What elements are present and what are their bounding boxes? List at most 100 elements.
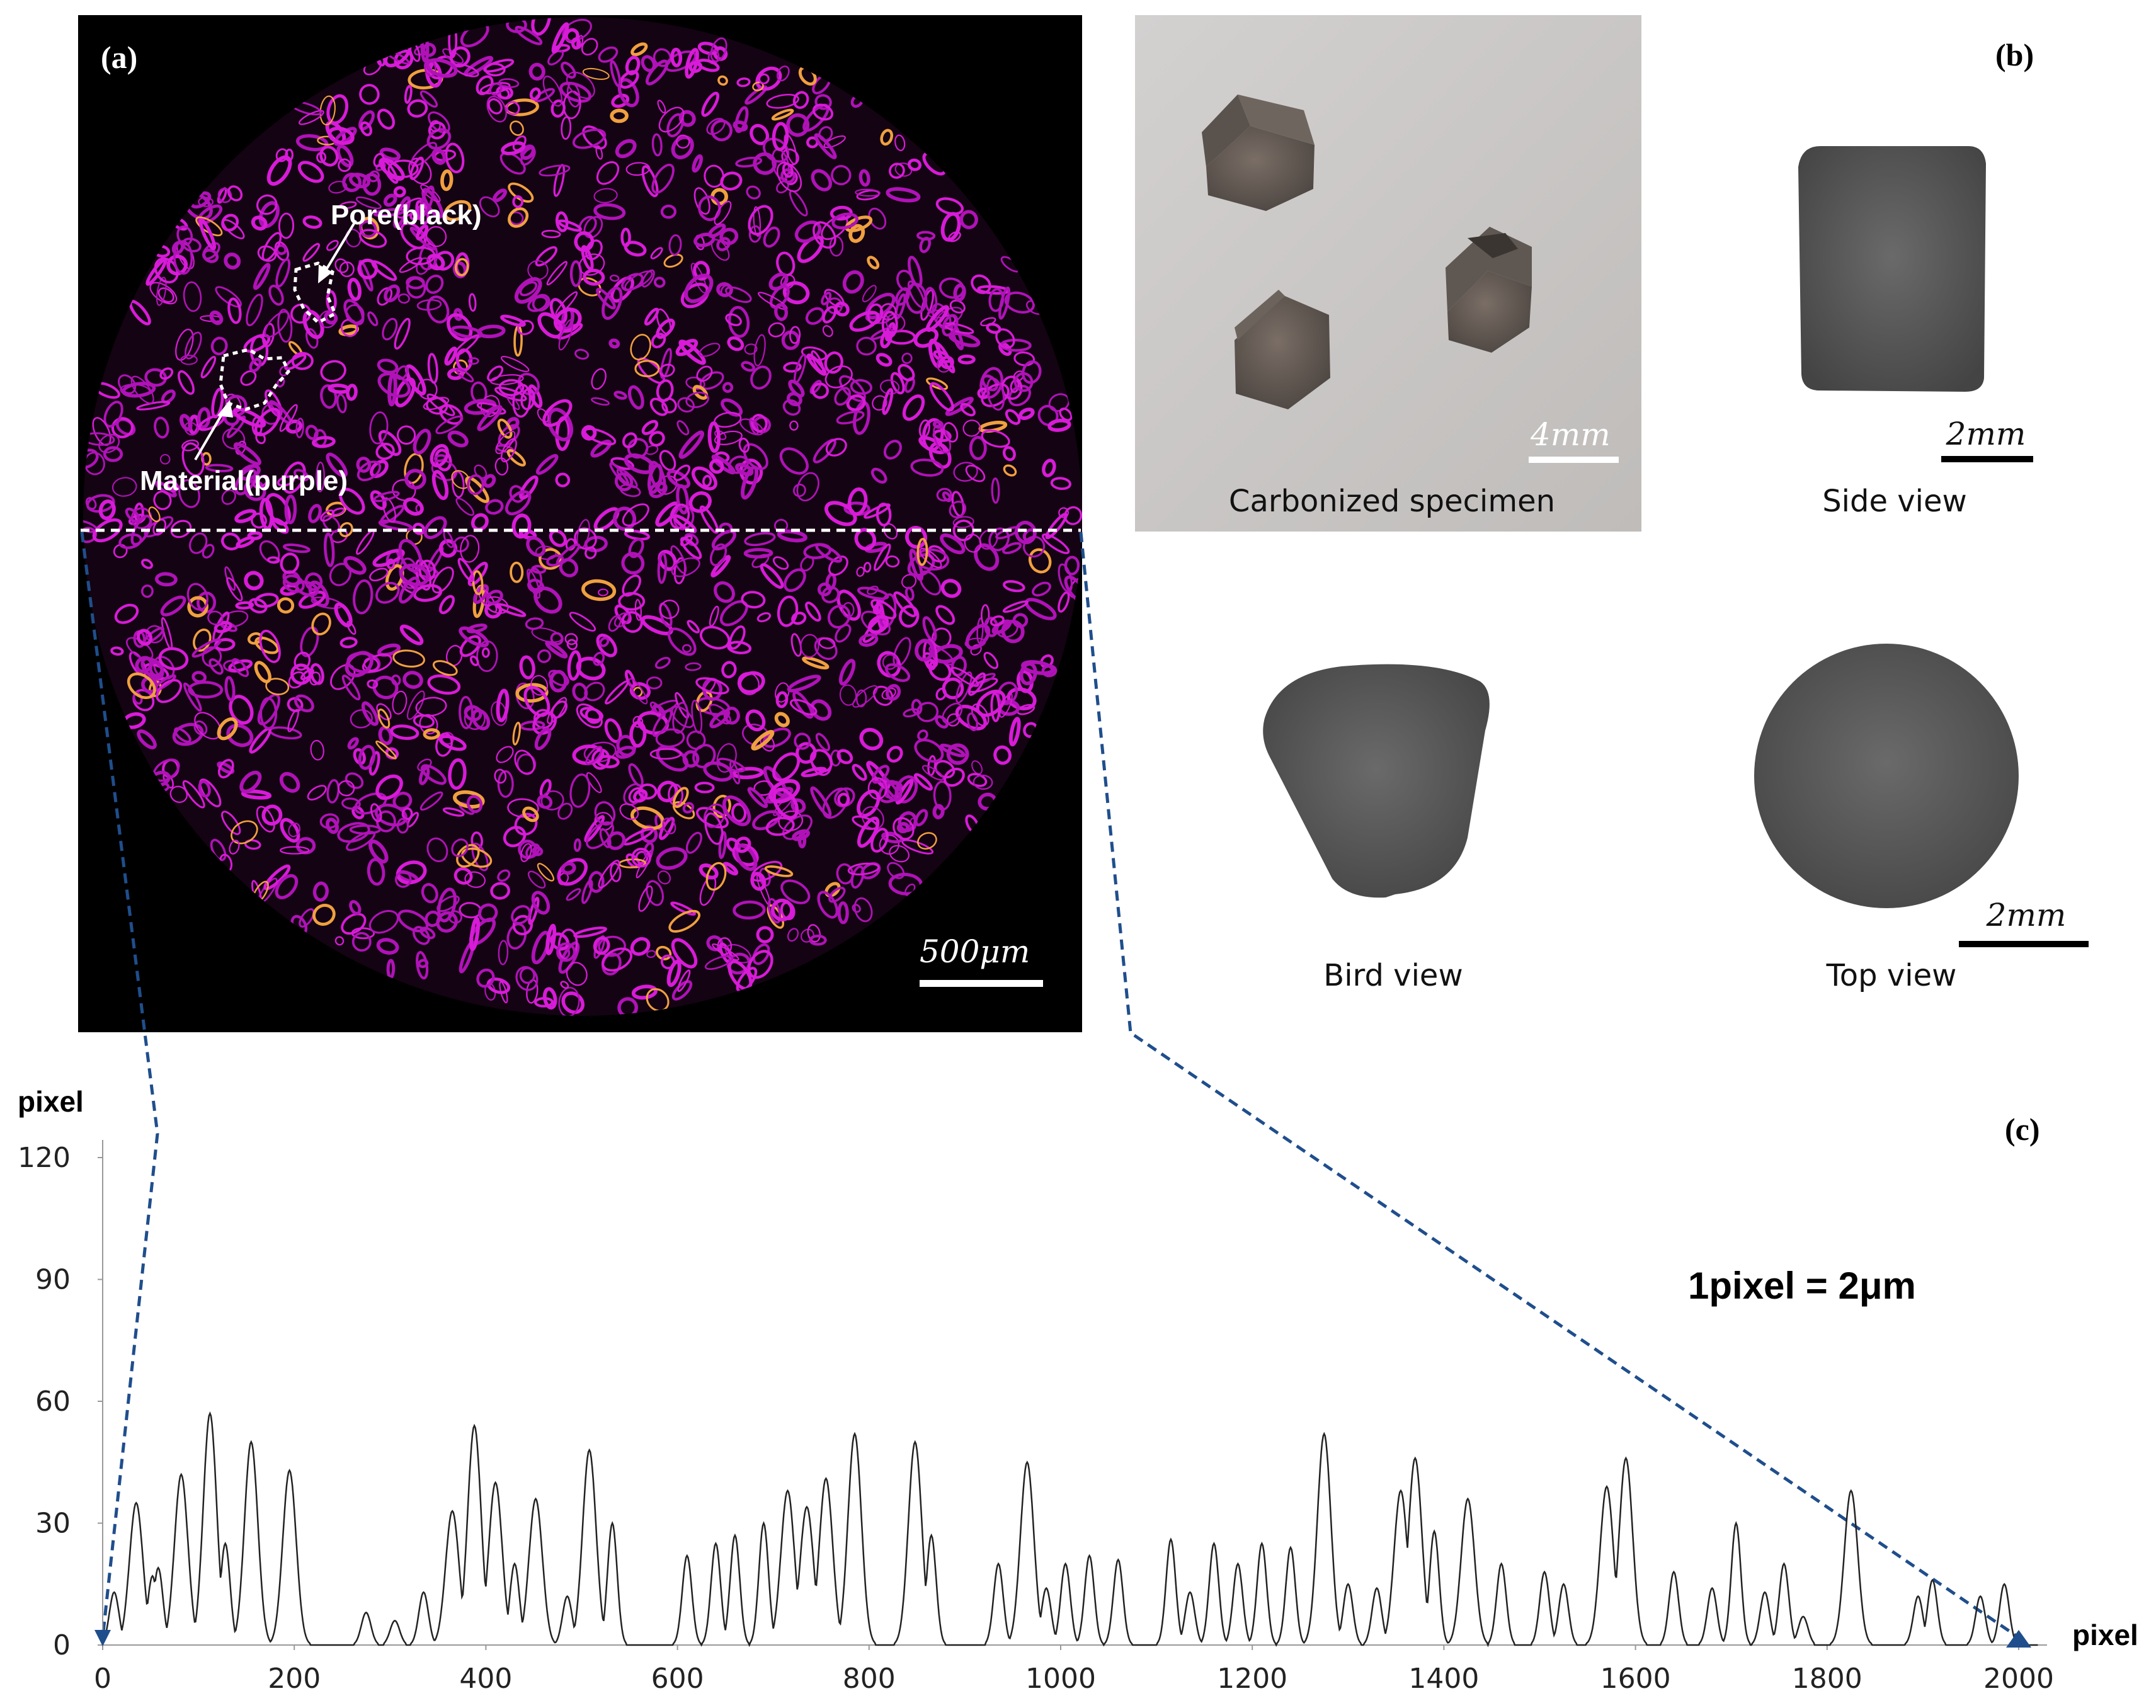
material-strand: [598, 935, 626, 957]
x-tick-label: 800: [843, 1663, 896, 1695]
material-strand: [350, 709, 373, 729]
material-strand: [867, 777, 887, 800]
material-strand: [157, 287, 174, 303]
material-strand: [361, 701, 379, 726]
material-strand: [202, 248, 219, 263]
material-strand: [631, 984, 658, 1000]
material-strand: [494, 768, 507, 784]
material-strand: [670, 901, 696, 916]
material-strand: [159, 453, 171, 465]
material-strand: [745, 709, 766, 732]
material-strand: [825, 438, 847, 457]
material-strand: [965, 623, 991, 650]
material-strand: [859, 727, 884, 751]
material-strand: [620, 227, 631, 248]
material-strand: [280, 817, 300, 843]
material-strand: [500, 438, 517, 463]
material-strand: [789, 698, 818, 716]
material-strand: [279, 404, 298, 432]
material-strand: [1012, 613, 1029, 629]
material-strand: [339, 637, 358, 649]
material-strand: [609, 275, 620, 282]
material-strand: [641, 269, 655, 288]
material-strand: [182, 780, 205, 809]
material-strand: [537, 649, 552, 663]
material-strand: [836, 410, 865, 424]
panel-b-letter: (b): [1995, 37, 2034, 72]
micrograph-scale-bar: [920, 980, 1043, 987]
material-strand: [834, 301, 850, 317]
material-strand: [430, 120, 441, 132]
material-strand: [165, 480, 179, 492]
material-strand: [943, 422, 959, 443]
material-strand: [722, 382, 734, 393]
material-strand: [467, 474, 484, 496]
material-strand: [922, 616, 937, 642]
material-strand: [506, 449, 526, 467]
material-strand: [852, 763, 867, 781]
material-strand: [657, 100, 666, 114]
material-strand: [170, 520, 192, 538]
material-strand: [421, 188, 444, 219]
material-strand: [319, 145, 339, 167]
panel-a-letter: (a): [101, 40, 137, 75]
material-strand: [613, 612, 630, 628]
material-strand: [392, 649, 425, 668]
material-strand: [498, 379, 525, 397]
material-strand: [621, 273, 644, 292]
material-strand: [763, 226, 780, 248]
material-strand: [760, 563, 784, 589]
material-strand: [830, 205, 853, 221]
material-strand: [501, 356, 530, 372]
material-strand: [915, 639, 935, 662]
material-strand: [693, 261, 710, 281]
material-strand: [800, 634, 819, 658]
material-strand: [678, 430, 705, 459]
material-strand: [436, 895, 460, 913]
material-strand: [971, 274, 991, 294]
material-strand: [367, 858, 385, 886]
material-strand: [942, 314, 959, 337]
material-strand: [794, 220, 822, 243]
material-strand: [413, 428, 431, 455]
material-strand: [814, 94, 832, 110]
panel-c-letter: (c): [2005, 1112, 2040, 1147]
material-strand: [886, 746, 903, 763]
material-strand: [319, 813, 339, 829]
y-ticks: 0 30 60 90 120: [18, 1142, 103, 1661]
material-strand: [883, 440, 902, 460]
material-strand: [328, 384, 350, 394]
material-strand: [137, 729, 157, 749]
material-strand: [942, 491, 952, 503]
material-strand: [596, 634, 617, 658]
material-strand: [846, 394, 866, 412]
material-strand: [110, 646, 124, 656]
material-strand: [424, 59, 436, 77]
material-strand: [341, 913, 367, 935]
material-strand: [810, 699, 832, 721]
material-strand: [284, 353, 307, 371]
material-strand: [514, 749, 535, 775]
material-arrowhead: [217, 400, 233, 418]
material-strand: [556, 942, 576, 962]
material-strand: [751, 414, 768, 433]
material-strand: [326, 779, 340, 804]
material-strand: [827, 604, 851, 629]
material-strand: [617, 78, 639, 108]
material-strand: [837, 792, 850, 807]
photo-caption: Carbonized specimen: [1229, 484, 1555, 519]
material-strand: [412, 926, 430, 945]
material-strand: [722, 795, 751, 826]
material-strand: [702, 475, 712, 487]
material-strand: [685, 391, 709, 408]
material-strand: [179, 414, 193, 431]
material-strand: [547, 697, 567, 724]
material-strand: [1003, 580, 1025, 593]
material-strand: [610, 60, 622, 88]
material-strand: [290, 663, 312, 685]
material-strand: [229, 695, 254, 725]
material-strand: [628, 678, 648, 705]
top-scale-label: 2mm: [1986, 897, 2067, 933]
material-strand: [1059, 407, 1073, 421]
material-strand: [890, 372, 905, 395]
